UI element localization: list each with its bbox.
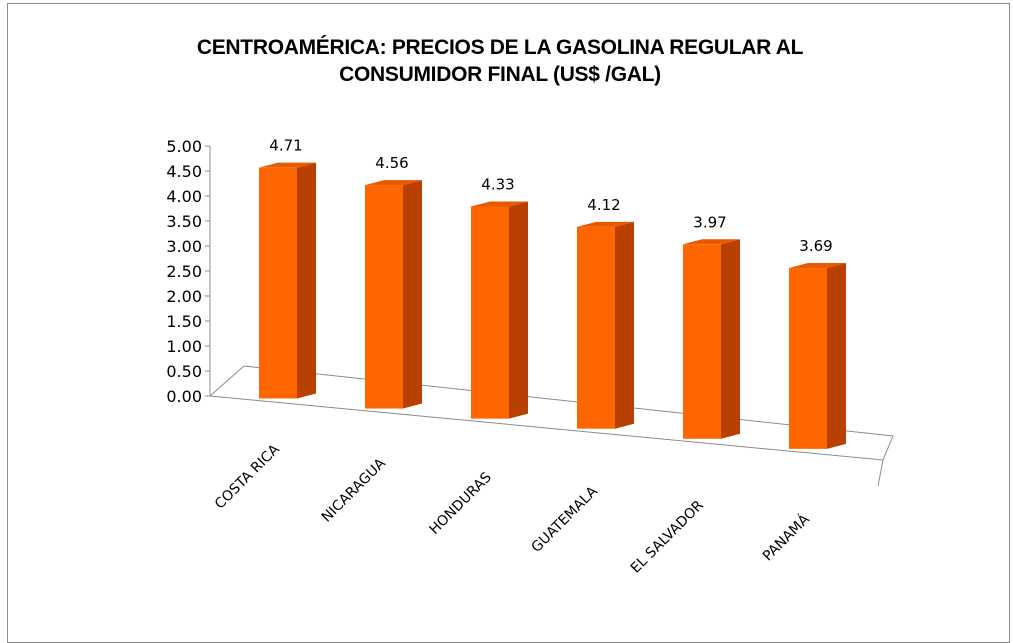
bar-side-face <box>297 162 316 399</box>
bar <box>259 167 297 399</box>
chart-title-line-1: CENTROAMÉRICA: PRECIOS DE LA GASOLINA RE… <box>196 36 804 59</box>
chart-title-line-2: CONSUMIDOR FINAL (US$ /GAL) <box>339 63 661 86</box>
bar-side-face <box>403 180 422 409</box>
floor-edge-right <box>877 459 884 487</box>
bar-top-face <box>365 180 422 186</box>
bar-top-face <box>577 221 634 227</box>
x-category-label: PANAMÁ <box>759 511 813 565</box>
x-category-label: GUATEMALA <box>528 483 601 556</box>
y-tick-label: 0.00 <box>166 387 202 406</box>
bar-top-face <box>683 239 740 245</box>
y-tick-label: 5.00 <box>166 137 202 156</box>
bar <box>471 206 509 419</box>
data-label: 4.56 <box>375 154 408 172</box>
bar-chart-3d: 0.00 0.50 1.00 1.50 2.00 2.50 3.00 3.50 4.00 4.50… <box>166 137 894 577</box>
chart-title: CENTROAMÉRICA: PRECIOS DE LA GASOLINA RE… <box>60 34 940 88</box>
y-tick-label: 1.50 <box>166 312 202 331</box>
data-label: 4.12 <box>587 196 620 214</box>
data-label: 4.71 <box>269 137 302 155</box>
bar <box>789 268 827 449</box>
bar-side-face <box>509 201 528 419</box>
y-tick-label: 3.50 <box>166 212 202 231</box>
bar <box>365 185 403 409</box>
bar-side-face <box>827 263 846 449</box>
x-category-label: NICARAGUA <box>319 455 389 525</box>
bar-top-face <box>471 201 528 207</box>
data-label: 3.69 <box>799 237 832 255</box>
bar-side-face <box>721 239 740 439</box>
y-tick-label: 2.00 <box>166 287 202 306</box>
x-category-label: HONDURAS <box>426 469 494 537</box>
bar-top-face <box>789 263 846 269</box>
y-tick-label: 4.00 <box>166 187 202 206</box>
bar <box>683 244 721 439</box>
data-label: 3.97 <box>693 213 726 231</box>
x-category-label: COSTA RICA <box>212 441 283 512</box>
data-label: 4.33 <box>481 175 514 193</box>
x-category-label: EL SALVADOR <box>628 497 707 576</box>
bar-side-face <box>615 221 634 429</box>
bar-top-face <box>259 162 316 168</box>
y-tick-label: 3.00 <box>166 237 202 256</box>
bar <box>577 226 615 429</box>
y-tick-label: 2.50 <box>166 262 202 281</box>
y-tick-label: 1.00 <box>166 337 202 356</box>
y-tick-label: 0.50 <box>166 362 202 381</box>
chart-floor <box>208 365 894 461</box>
y-tick-label: 4.50 <box>166 162 202 181</box>
